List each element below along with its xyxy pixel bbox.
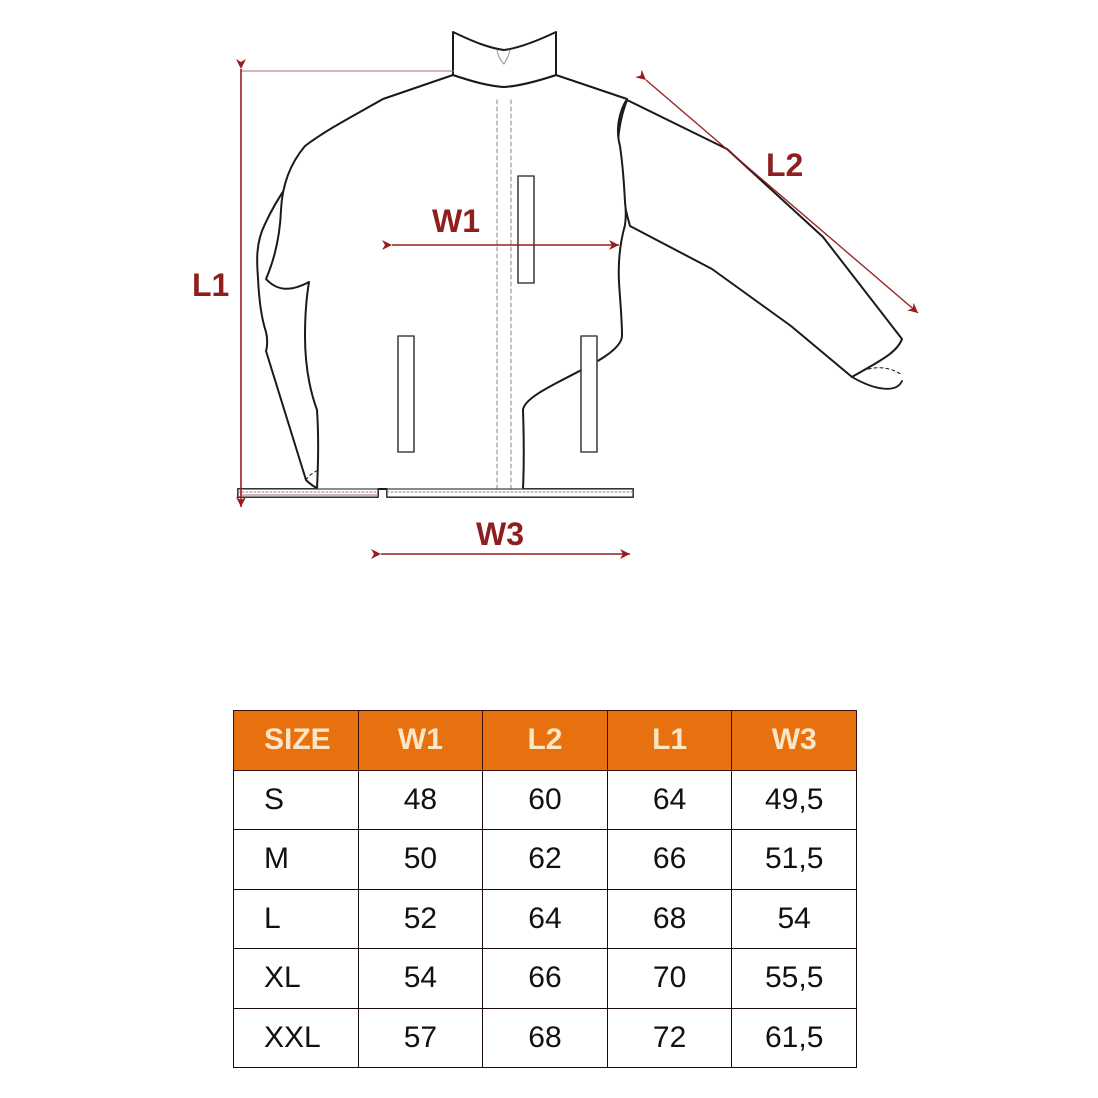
svg-text:W1: W1 <box>432 203 480 239</box>
svg-text:L2: L2 <box>766 147 803 183</box>
svg-text:L1: L1 <box>192 267 229 303</box>
svg-text:W3: W3 <box>476 516 524 552</box>
